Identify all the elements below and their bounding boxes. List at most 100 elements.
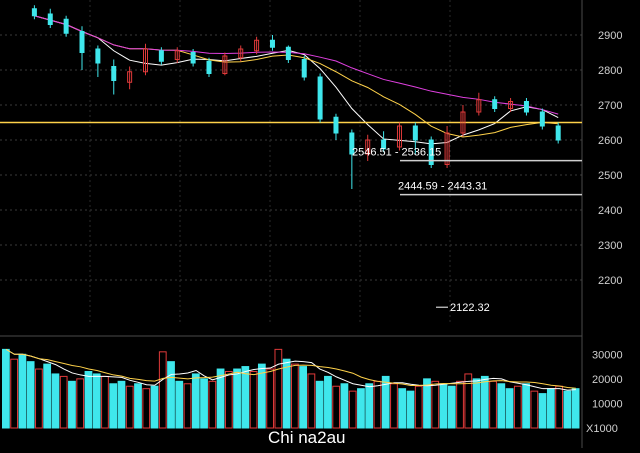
candle-body — [79, 31, 85, 53]
volume-bar — [241, 366, 250, 429]
volume-bar — [497, 383, 506, 429]
candle-body — [31, 8, 37, 17]
candle — [539, 108, 545, 130]
candle-body — [127, 71, 133, 83]
candle-body — [476, 99, 482, 113]
candle-body — [508, 101, 514, 109]
volume-bar — [125, 385, 134, 429]
volume-bar — [249, 370, 258, 429]
volume-bar — [59, 375, 68, 429]
candlesticks — [31, 5, 561, 189]
candle — [127, 66, 133, 90]
candle — [381, 131, 387, 153]
volume-bar — [200, 378, 208, 429]
volume-bar — [51, 373, 60, 429]
candle — [301, 56, 307, 81]
volume-bar — [68, 380, 76, 429]
candle — [143, 43, 148, 76]
volume-bar — [315, 380, 324, 429]
volume-bar — [480, 375, 489, 429]
candle — [254, 36, 260, 55]
volume-bar — [175, 380, 184, 429]
volume-bar — [348, 390, 357, 429]
volume-bar — [423, 378, 431, 429]
candle — [190, 49, 196, 67]
candle-body — [47, 13, 53, 25]
candle — [333, 113, 339, 140]
volume-bar — [332, 385, 341, 429]
candle-body — [254, 39, 260, 52]
candle — [285, 45, 291, 63]
volume-bar — [472, 378, 481, 429]
candle — [476, 92, 482, 116]
candle — [222, 52, 228, 76]
candle — [174, 47, 180, 63]
volume-bar — [216, 368, 225, 429]
volume-bar — [10, 358, 19, 429]
price-tick-label: 2500 — [598, 170, 622, 182]
candle-body — [381, 139, 387, 150]
volume-bar — [26, 361, 35, 429]
volume-bar — [414, 385, 423, 429]
candle — [555, 122, 561, 144]
candle-body — [539, 111, 545, 127]
price-tick-label: 2400 — [598, 205, 622, 217]
moving-average-lines — [34, 15, 559, 145]
volume-bar — [150, 385, 159, 429]
candle-body — [238, 48, 244, 59]
volume-bar — [167, 361, 175, 429]
volume-bar — [563, 390, 572, 429]
volume-bar — [505, 388, 514, 429]
volume-bar — [191, 373, 200, 429]
volume-ma-line — [5, 348, 576, 391]
candle — [508, 98, 514, 112]
candle-body — [269, 39, 275, 48]
low-label: 2122.32 — [450, 302, 490, 314]
candle-body — [523, 101, 529, 113]
volume-bar — [92, 373, 101, 429]
volume-bar — [35, 368, 43, 429]
candle-body — [63, 18, 69, 34]
volume-bar — [134, 383, 142, 429]
volume-bar — [340, 383, 349, 429]
price-tick-label: 2600 — [598, 135, 622, 147]
volume-bar — [224, 370, 233, 429]
volume-bar — [142, 388, 151, 429]
candle — [349, 129, 355, 189]
volume-bar — [299, 366, 308, 429]
volume-bar — [406, 390, 415, 429]
volume-bar — [431, 380, 440, 429]
volume-bar — [291, 363, 299, 429]
candle — [428, 136, 434, 168]
candle-body — [555, 125, 561, 141]
volume-bar — [464, 373, 473, 429]
gap-zone-label: 2546.51 - 2536.15 — [352, 147, 441, 159]
candle — [492, 96, 498, 112]
candle-body — [333, 116, 339, 134]
volume-bar — [538, 393, 547, 429]
volume-bar — [233, 368, 241, 429]
volume-tick-label: 30000 — [592, 349, 623, 361]
volume-bar — [117, 380, 126, 429]
gap-zone-label: 2444.59 - 2443.31 — [398, 181, 487, 193]
candle — [317, 73, 323, 123]
volume-bar — [381, 375, 390, 429]
candle-body — [143, 48, 148, 73]
candle — [79, 26, 85, 70]
volume-bar — [522, 383, 530, 429]
volume-bar — [324, 375, 332, 429]
candle — [95, 45, 101, 77]
volume-bar — [546, 388, 555, 429]
volume-bar — [447, 385, 456, 429]
volume-bar — [365, 383, 374, 429]
candle — [412, 122, 418, 154]
volume-bar — [257, 363, 266, 429]
price-axis: 2200 2300 2400 2500 2600 2700 2800 2900 — [598, 30, 622, 287]
volume-bar — [84, 370, 93, 429]
volume-bar — [158, 351, 167, 429]
volume-bar — [307, 373, 316, 429]
volume-bar — [109, 383, 118, 429]
price-tick-label: 2700 — [598, 100, 622, 112]
candle-body — [396, 125, 402, 148]
